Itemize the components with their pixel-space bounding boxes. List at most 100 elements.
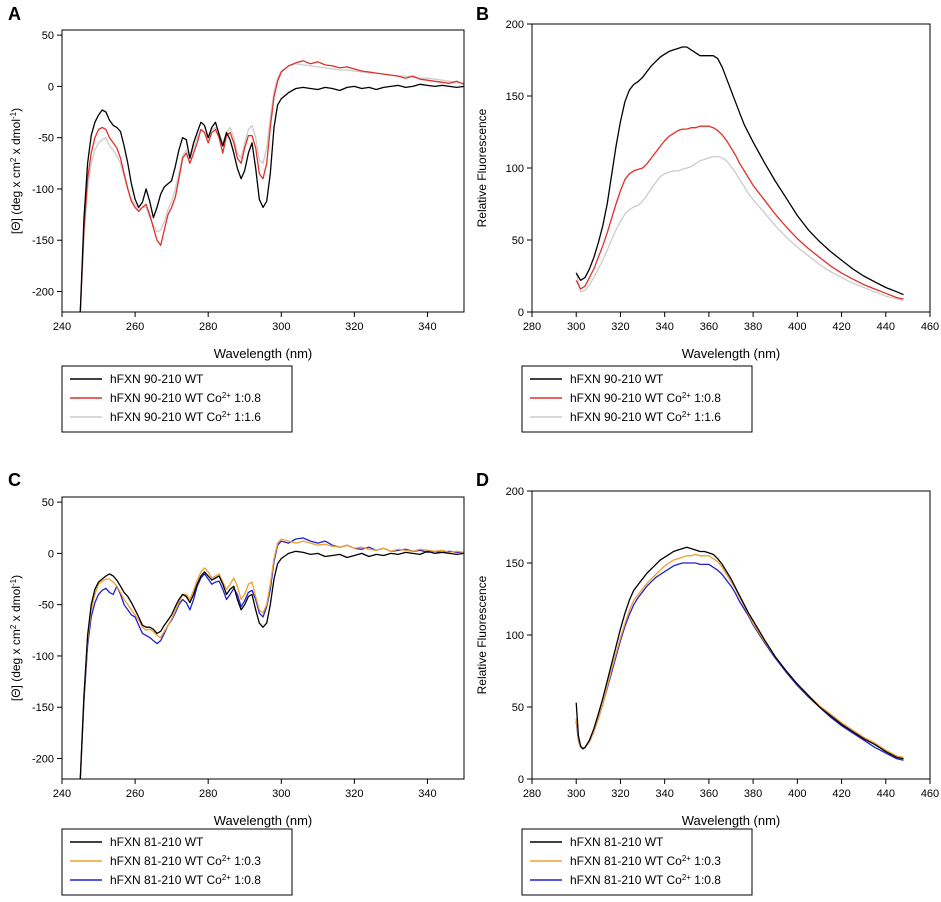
chart-panel-D: D 280 300 320 340 360 380 400 420 440 460 0 50 100 150… (475, 470, 939, 896)
y-tick-label: 50 (512, 702, 524, 714)
y-tick-label: 50 (42, 30, 54, 42)
panel-label: C (8, 470, 21, 490)
legend-entry: hFXN 81-210 WT Co2+ 1:0.3 (570, 854, 721, 869)
y-axis-title: [Θ] (deg x cm2 x dmol-1) (9, 575, 24, 701)
x-tick-label: 460 (921, 321, 939, 333)
x-tick-label: 240 (53, 321, 71, 333)
y-tick-label: 100 (506, 630, 524, 642)
plot-frame (61, 496, 465, 780)
y-tick-label: 0 (48, 81, 54, 93)
x-tick-label: 280 (199, 321, 217, 333)
y-tick-label: 150 (506, 558, 524, 570)
x-tick-label: 400 (788, 321, 806, 333)
series-line (575, 553, 904, 759)
y-tick-label: -50 (38, 133, 54, 145)
series-line (79, 550, 464, 779)
series-line (79, 60, 464, 312)
legend-entry: hFXN 90-210 WT Co2+ 1:0.8 (110, 391, 261, 406)
x-tick-label: 260 (126, 788, 144, 800)
series-line (79, 538, 464, 779)
series-group (79, 537, 464, 779)
series-group (575, 46, 904, 302)
legend-box (61, 828, 293, 896)
plot-frame (61, 29, 465, 313)
chart-panel-A: A 240 260 280 300 320 340 50 0 -50 -100 -150 -200 Wav… (8, 4, 465, 433)
chart-panel-C: C 240 260 280 300 320 340 50 0 -50 -100 -150 -200 Wav… (8, 470, 465, 896)
x-tick-label: 240 (53, 788, 71, 800)
x-tick-label: 300 (272, 321, 290, 333)
legend-entry: hFXN 81-210 WT Co2+ 1:0.8 (110, 873, 261, 888)
legend: hFXN 81-210 WT hFXN 81-210 WT Co2+ 1:0.3 h… (521, 828, 753, 896)
y-tick-label: -100 (32, 651, 54, 663)
x-tick-label: 360 (700, 321, 718, 333)
y-tick-label: 0 (518, 307, 524, 319)
y-tick-label: 150 (506, 91, 524, 103)
legend-entry: hFXN 90-210 WT Co2+ 1:0.8 (570, 391, 721, 406)
chart-panel-B: B 280 300 320 340 360 380 400 420 440 460 0 50 100 150… (475, 4, 939, 433)
x-tick-label: 260 (126, 321, 144, 333)
series-line (79, 83, 464, 312)
x-tick-label: 340 (418, 321, 436, 333)
legend-entry: hFXN 90-210 WT (110, 372, 204, 386)
x-tick-label: 340 (655, 321, 673, 333)
x-axis-title: Wavelength (nm) (214, 813, 313, 828)
panel-label: D (476, 470, 489, 490)
series-line (575, 46, 904, 296)
legend-entry: hFXN 81-210 WT (110, 835, 204, 849)
legend: hFXN 90-210 WT hFXN 90-210 WT Co2+ 1:0.8 h… (521, 365, 753, 433)
y-tick-label: 200 (506, 486, 524, 498)
series-line (79, 63, 464, 312)
y-tick-label: 100 (506, 163, 524, 175)
x-tick-label: 300 (567, 321, 585, 333)
x-tick-label: 440 (877, 321, 895, 333)
x-tick-label: 320 (345, 788, 363, 800)
y-tick-label: -50 (38, 600, 54, 612)
x-axis-title: Wavelength (nm) (214, 346, 313, 361)
x-tick-label: 440 (877, 788, 895, 800)
series-group (575, 546, 904, 761)
x-tick-label: 360 (700, 788, 718, 800)
x-tick-label: 320 (611, 321, 629, 333)
legend-entry: hFXN 90-210 WT Co2+ 1:1.6 (570, 410, 721, 425)
series-line (575, 546, 904, 760)
y-axis-title: Relative Fluorescence (475, 108, 489, 227)
x-tick-label: 280 (523, 321, 541, 333)
legend: hFXN 90-210 WT hFXN 90-210 WT Co2+ 1:0.8 h… (61, 365, 293, 433)
y-tick-label: -200 (32, 753, 54, 765)
y-tick-label: 200 (506, 19, 524, 31)
y-axis-title: [Θ] (deg x cm2 x dmol-1) (9, 108, 24, 234)
x-tick-label: 340 (655, 788, 673, 800)
x-tick-label: 280 (523, 788, 541, 800)
y-tick-label: 50 (42, 497, 54, 509)
series-group (79, 60, 464, 312)
y-axis-title: Relative Fluorescence (475, 575, 489, 694)
x-tick-label: 300 (567, 788, 585, 800)
panel-label: B (476, 4, 489, 24)
x-tick-label: 400 (788, 788, 806, 800)
legend-entry: hFXN 81-210 WT Co2+ 1:0.3 (110, 854, 261, 869)
series-line (79, 537, 464, 779)
panel-label: A (8, 4, 21, 24)
y-tick-label: 50 (512, 235, 524, 247)
legend: hFXN 81-210 WT hFXN 81-210 WT Co2+ 1:0.3 h… (61, 828, 293, 896)
x-axis-title: Wavelength (nm) (682, 813, 781, 828)
x-tick-label: 420 (832, 321, 850, 333)
legend-box (521, 365, 753, 433)
x-tick-label: 380 (744, 788, 762, 800)
x-tick-label: 320 (345, 321, 363, 333)
y-tick-label: -150 (32, 235, 54, 247)
legend-box (521, 828, 753, 896)
y-tick-label: 0 (518, 774, 524, 786)
y-tick-label: -100 (32, 184, 54, 196)
legend-entry: hFXN 81-210 WT Co2+ 1:0.8 (570, 873, 721, 888)
plot-frame (531, 23, 931, 313)
legend-entry: hFXN 90-210 WT Co2+ 1:1.6 (110, 410, 261, 425)
series-line (575, 155, 904, 302)
legend-box (61, 365, 293, 433)
series-line (575, 125, 904, 300)
x-tick-label: 320 (611, 788, 629, 800)
y-tick-label: 0 (48, 548, 54, 560)
legend-entry: hFXN 90-210 WT (570, 372, 664, 386)
x-tick-label: 420 (832, 788, 850, 800)
